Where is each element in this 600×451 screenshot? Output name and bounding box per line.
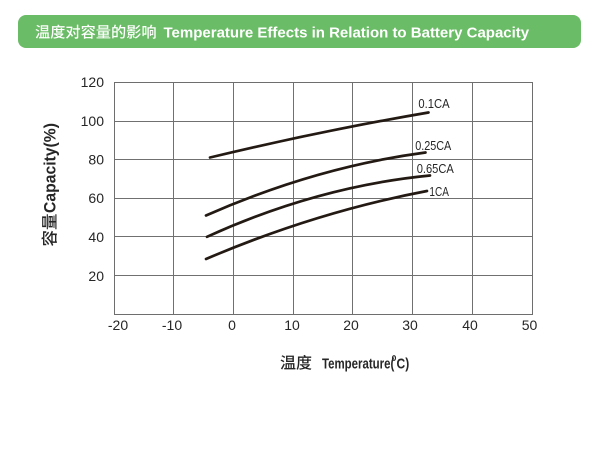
svg-text:80: 80	[88, 152, 104, 168]
svg-text:20: 20	[343, 317, 359, 333]
svg-text:Capacity(%): Capacity(%)	[41, 123, 60, 213]
svg-text:C): C)	[397, 356, 410, 373]
svg-text:0.1CA: 0.1CA	[418, 96, 449, 111]
svg-text:10: 10	[284, 317, 300, 333]
svg-text:20: 20	[88, 268, 104, 284]
svg-text:30: 30	[402, 317, 418, 333]
svg-text:40: 40	[88, 229, 104, 245]
svg-text:100: 100	[81, 113, 105, 129]
svg-text:120: 120	[81, 74, 105, 90]
svg-text:0: 0	[228, 317, 236, 333]
svg-text:Temperature Effects in Relatio: Temperature Effects in Relation to Batte…	[164, 25, 530, 42]
svg-text:1CA: 1CA	[429, 184, 449, 199]
svg-text:-20: -20	[108, 317, 128, 333]
svg-text:-10: -10	[162, 317, 182, 333]
svg-text:40: 40	[462, 317, 478, 333]
svg-text:50: 50	[522, 317, 538, 333]
svg-text:0.25CA: 0.25CA	[415, 138, 451, 153]
svg-text:Temperature(: Temperature(	[322, 356, 394, 373]
svg-text:0.65CA: 0.65CA	[417, 161, 454, 176]
svg-text:60: 60	[88, 190, 104, 206]
